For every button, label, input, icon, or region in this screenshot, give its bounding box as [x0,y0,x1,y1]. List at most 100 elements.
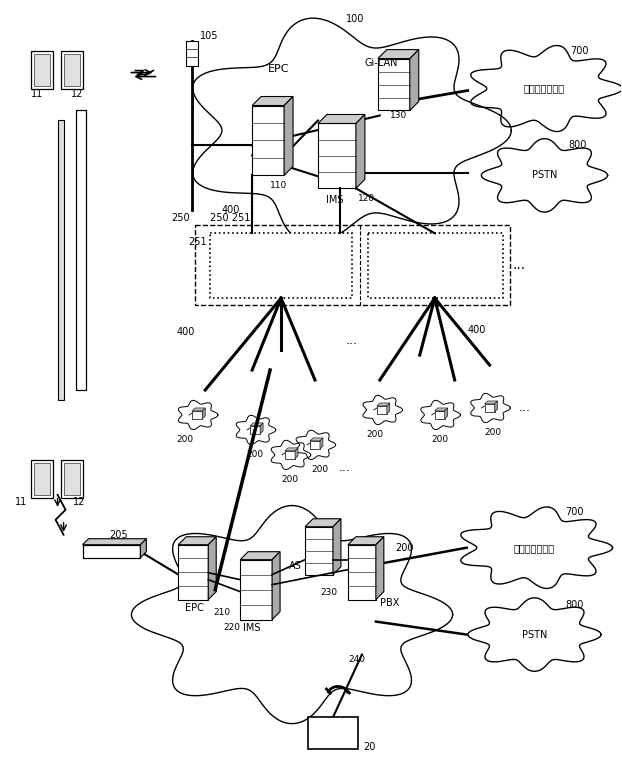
Polygon shape [435,408,448,411]
Text: EPC: EPC [185,603,204,613]
Polygon shape [318,114,365,124]
Polygon shape [461,507,613,588]
Text: 200: 200 [366,431,383,439]
Polygon shape [377,403,390,406]
Text: IMS: IMS [243,622,261,632]
Polygon shape [60,460,83,498]
Polygon shape [83,545,141,557]
Text: インターネット: インターネット [514,543,555,553]
Text: Gi-LAN: Gi-LAN [365,58,398,68]
Polygon shape [310,441,320,449]
Text: 200: 200 [484,428,501,438]
Text: 105: 105 [200,31,219,41]
Text: 220: 220 [223,623,240,632]
Polygon shape [284,96,293,175]
Text: インターネット: インターネット [524,83,565,93]
Text: 200: 200 [431,435,448,445]
Text: 120: 120 [358,194,375,203]
Text: ...: ... [339,462,351,474]
Text: 200: 200 [282,476,299,484]
Polygon shape [410,49,419,110]
Polygon shape [192,411,202,419]
Text: PSTN: PSTN [522,629,547,639]
Polygon shape [30,51,53,89]
Polygon shape [320,438,323,449]
Polygon shape [83,539,146,545]
Polygon shape [308,717,358,750]
Polygon shape [34,463,50,495]
Polygon shape [240,560,272,620]
Polygon shape [179,401,218,429]
Polygon shape [285,448,298,451]
Polygon shape [285,451,295,459]
Text: ...: ... [513,258,526,273]
Polygon shape [368,233,503,298]
Text: 11: 11 [16,497,27,506]
Text: 12: 12 [71,89,83,99]
Polygon shape [240,552,280,560]
Text: 400: 400 [177,327,195,337]
Text: PBX: PBX [380,598,399,608]
Text: 230: 230 [321,588,338,597]
Text: PSTN: PSTN [532,171,557,181]
Polygon shape [63,463,80,495]
Text: IMS: IMS [326,195,344,205]
Polygon shape [378,49,419,59]
Polygon shape [348,545,376,600]
Polygon shape [348,537,384,545]
Text: 250: 250 [172,213,190,223]
Polygon shape [295,448,298,459]
Polygon shape [481,139,608,212]
Text: 100: 100 [346,14,364,24]
Text: 700: 700 [570,46,588,56]
Text: 800: 800 [565,600,583,610]
Polygon shape [179,545,208,600]
Text: 200: 200 [396,543,414,553]
Text: 210: 210 [213,608,230,617]
Text: 400: 400 [222,205,240,215]
Polygon shape [485,401,498,404]
Polygon shape [250,426,260,434]
Polygon shape [494,401,498,412]
Text: ...: ... [519,401,531,415]
Polygon shape [377,406,387,414]
Text: EPC: EPC [268,63,290,73]
Polygon shape [445,408,448,419]
Text: 20: 20 [363,743,375,753]
Polygon shape [356,114,365,188]
Polygon shape [305,527,333,574]
Polygon shape [468,598,601,672]
Polygon shape [485,404,494,412]
Polygon shape [60,51,83,89]
Text: 800: 800 [569,141,587,151]
Polygon shape [192,408,205,411]
Polygon shape [471,394,510,422]
Polygon shape [363,395,402,425]
Polygon shape [296,430,336,459]
Polygon shape [376,537,384,600]
Text: 200: 200 [246,450,264,459]
Polygon shape [387,403,390,414]
Polygon shape [179,537,216,545]
Polygon shape [131,506,453,723]
Polygon shape [310,438,323,441]
Polygon shape [141,539,146,557]
Polygon shape [58,120,63,400]
Polygon shape [260,423,263,434]
Polygon shape [210,233,352,298]
Polygon shape [30,460,53,498]
Polygon shape [271,440,311,469]
Text: 12: 12 [73,497,85,506]
Text: 400: 400 [468,325,486,335]
Polygon shape [421,401,460,429]
Polygon shape [318,124,356,188]
Text: 110: 110 [270,181,287,190]
Text: 130: 130 [390,111,407,120]
Text: 200: 200 [312,466,328,474]
Text: 700: 700 [565,506,583,516]
Polygon shape [471,46,622,131]
Polygon shape [75,110,85,390]
Text: 240: 240 [348,655,365,664]
Polygon shape [305,519,341,527]
Text: 205: 205 [109,530,128,540]
